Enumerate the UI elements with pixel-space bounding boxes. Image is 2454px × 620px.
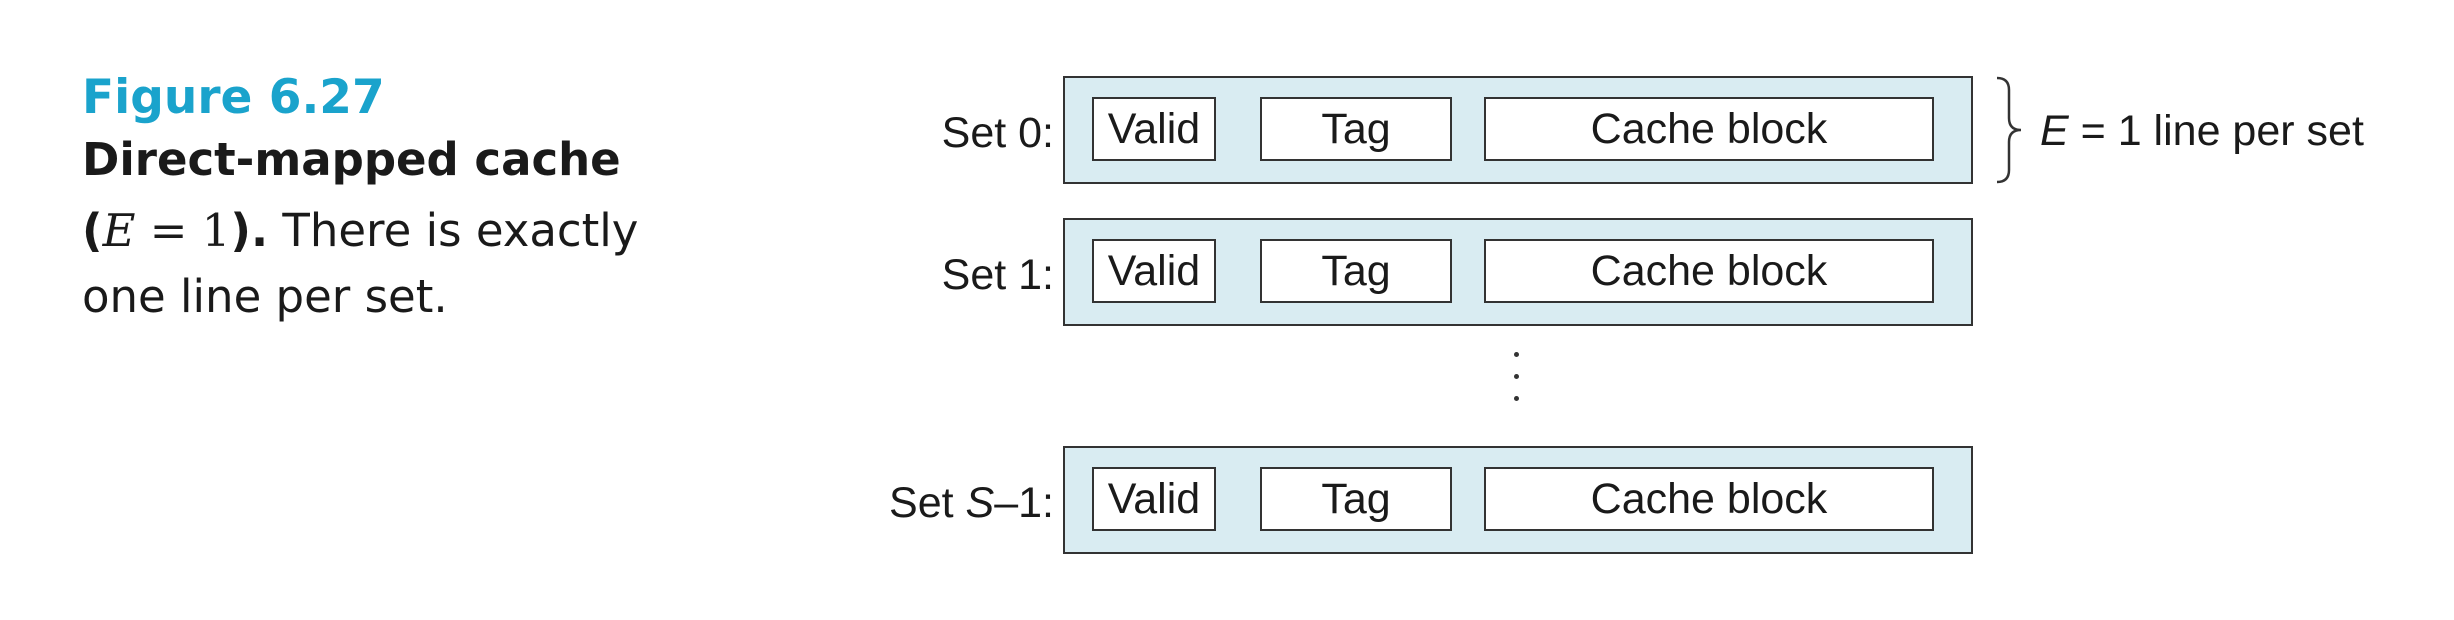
set-row-1: Valid Tag Cache block (1063, 218, 1973, 326)
tag-field: Tag (1260, 97, 1452, 161)
caption-body-text: There is exactly one line per set. (82, 204, 639, 323)
set-label-prefix: Set 0: (941, 109, 1054, 157)
figure-caption: Figure 6.27 Direct-mapped cache (E = 1).… (82, 74, 722, 330)
set-row-0: Valid Tag Cache block (1063, 76, 1973, 184)
cache-block-field: Cache block (1484, 467, 1934, 531)
set-label-var: S (965, 479, 995, 527)
vertical-ellipsis (1514, 352, 1522, 418)
caption-paren-close: ). (230, 204, 269, 257)
valid-bit-field: Valid (1092, 97, 1216, 161)
cache-block-field: Cache block (1484, 239, 1934, 303)
valid-bit-field: Valid (1092, 467, 1216, 531)
set-row-last: Valid Tag Cache block (1063, 446, 1973, 554)
set-label-last: Set S–1: (889, 482, 1054, 525)
caption-math: E = 1 (103, 204, 231, 257)
set-label-1: Set 1: (942, 254, 1054, 297)
set-label-prefix: Set 1: (941, 251, 1054, 299)
caption-body: (E = 1). There is exactly one line per s… (82, 198, 722, 330)
cache-block-field: Cache block (1484, 97, 1934, 161)
caption-title: Direct-mapped cache (82, 133, 621, 186)
curly-brace-icon (1996, 76, 2022, 184)
lines-per-set-var: E (2040, 107, 2069, 155)
caption-math-rest: = 1 (135, 204, 231, 257)
tag-field: Tag (1260, 467, 1452, 531)
lines-per-set-text: = 1 line per set (2068, 107, 2364, 155)
caption-math-var: E (102, 204, 136, 257)
figure-number: Figure 6.27 (82, 70, 385, 125)
set-label-prefix: Set (889, 479, 966, 527)
set-label-0: Set 0: (942, 112, 1054, 155)
set-label-suffix: –1: (994, 479, 1054, 527)
tag-field: Tag (1260, 239, 1452, 303)
caption-paren-open: ( (82, 204, 103, 257)
valid-bit-field: Valid (1092, 239, 1216, 303)
lines-per-set-label: E = 1 line per set (2040, 110, 2364, 153)
